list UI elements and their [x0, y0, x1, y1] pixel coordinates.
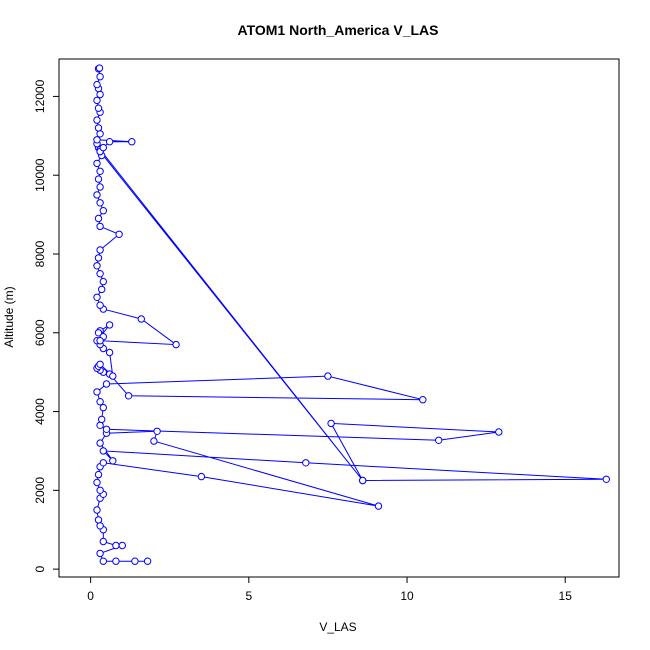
data-point	[94, 175, 103, 183]
data-point	[94, 104, 103, 112]
data-point	[96, 73, 104, 81]
data-point	[115, 230, 123, 239]
data-point	[99, 557, 108, 565]
data-point	[105, 348, 114, 357]
data-point	[93, 116, 101, 124]
data-point	[99, 459, 108, 467]
data-point	[197, 472, 206, 481]
x-tick-label: 5	[245, 589, 252, 603]
data-point	[495, 428, 503, 436]
y-tick-label: 6000	[33, 319, 47, 346]
data-point	[98, 415, 106, 424]
data-point	[94, 214, 103, 223]
data-point	[93, 262, 101, 270]
data-point	[96, 222, 104, 231]
data-point	[99, 403, 108, 412]
data-point	[93, 96, 101, 105]
x-tick-label: 0	[87, 589, 94, 603]
data-point	[105, 321, 114, 329]
data-point	[95, 64, 104, 72]
series-line	[96, 67, 607, 562]
data-point	[93, 191, 101, 199]
data-point	[93, 136, 101, 144]
data-point	[93, 478, 101, 487]
data-point	[96, 183, 104, 191]
data-point	[327, 419, 335, 428]
data-point	[93, 388, 101, 396]
y-tick-label: 12000	[33, 79, 47, 113]
data-point	[99, 447, 108, 455]
y-tick-label: 8000	[33, 240, 47, 267]
data-point	[112, 541, 120, 550]
data-point	[143, 557, 152, 565]
data-point	[102, 425, 111, 433]
data-point	[96, 549, 104, 558]
x-tick-label: 10	[400, 589, 414, 603]
data-point	[94, 516, 103, 524]
data-point	[96, 439, 104, 447]
data-point	[324, 372, 332, 380]
data-point	[96, 167, 104, 176]
data-point	[302, 459, 310, 467]
data-point	[96, 421, 104, 429]
data-point	[96, 398, 104, 406]
data-point	[359, 476, 367, 485]
data-point	[131, 557, 139, 565]
y-axis-label: Altitude (m)	[2, 286, 16, 347]
data-point	[99, 537, 108, 546]
y-axis: 0 2000 4000 6000 8000 10000 12000	[33, 79, 60, 572]
data-point	[96, 246, 104, 254]
y-tick-label: 10000	[33, 158, 47, 192]
x-tick-label: 15	[559, 589, 573, 603]
data-point	[118, 541, 127, 550]
data-point	[94, 254, 103, 262]
data-point	[93, 80, 101, 89]
data-point	[172, 340, 180, 349]
data-point	[96, 522, 104, 530]
data-point	[96, 486, 104, 494]
y-tick-label: 2000	[33, 477, 47, 504]
x-axis: 0 5 10 15	[87, 576, 573, 603]
data-point	[93, 293, 101, 301]
data-point	[124, 392, 133, 400]
data-point	[99, 143, 108, 152]
data-point	[602, 475, 610, 483]
data-point	[99, 207, 108, 215]
data-point	[112, 557, 120, 565]
data-point	[109, 372, 117, 380]
data-point	[94, 470, 103, 479]
data-point	[93, 506, 101, 514]
data-point	[419, 396, 427, 404]
data-point	[96, 199, 104, 207]
data-point	[96, 360, 104, 368]
data-point	[93, 159, 101, 168]
data-point	[374, 502, 383, 510]
data-point	[96, 337, 104, 345]
y-tick-label: 0	[33, 565, 47, 572]
data-point	[96, 90, 104, 99]
data-point	[94, 329, 103, 337]
data-point	[96, 301, 104, 309]
y-tick-label: 4000	[33, 398, 47, 425]
data-point	[96, 270, 104, 278]
data-point	[128, 138, 136, 146]
data-point	[435, 436, 443, 444]
x-axis-label: V_LAS	[319, 620, 356, 634]
data-point	[137, 315, 146, 323]
data-point	[96, 130, 104, 138]
plot-area	[93, 64, 610, 565]
data-point	[109, 457, 117, 465]
data-point	[105, 138, 114, 146]
data-point	[153, 427, 161, 435]
chart-title: ATOM1 North_America V_LAS	[238, 22, 439, 38]
data-point	[98, 285, 106, 294]
data-point	[150, 437, 158, 445]
data-point	[102, 380, 111, 388]
data-point	[94, 124, 103, 132]
data-point	[99, 277, 108, 286]
